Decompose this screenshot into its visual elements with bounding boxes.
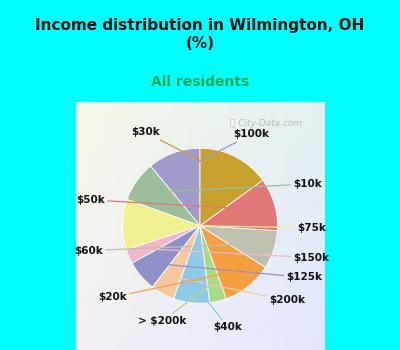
Text: $150k: $150k bbox=[147, 249, 329, 262]
Wedge shape bbox=[150, 148, 200, 226]
Text: $60k: $60k bbox=[74, 244, 255, 256]
Text: $20k: $20k bbox=[98, 271, 236, 302]
Text: ⓘ City-Data.com: ⓘ City-Data.com bbox=[230, 119, 302, 128]
Text: $50k: $50k bbox=[76, 195, 256, 210]
Wedge shape bbox=[200, 226, 277, 267]
Text: $100k: $100k bbox=[180, 129, 270, 171]
Wedge shape bbox=[200, 226, 266, 299]
Wedge shape bbox=[132, 226, 200, 287]
Wedge shape bbox=[200, 180, 278, 231]
Text: $75k: $75k bbox=[142, 223, 326, 233]
Text: $10k: $10k bbox=[152, 179, 322, 192]
Wedge shape bbox=[126, 226, 200, 263]
Wedge shape bbox=[152, 226, 200, 299]
Wedge shape bbox=[174, 226, 210, 303]
Text: Income distribution in Wilmington, OH
(%): Income distribution in Wilmington, OH (%… bbox=[35, 18, 365, 51]
Wedge shape bbox=[127, 166, 200, 226]
Text: $30k: $30k bbox=[131, 127, 226, 174]
Text: $200k: $200k bbox=[172, 277, 306, 305]
Text: > $200k: > $200k bbox=[138, 282, 214, 326]
Wedge shape bbox=[200, 148, 263, 226]
Text: All residents: All residents bbox=[151, 75, 249, 89]
Text: $125k: $125k bbox=[156, 264, 322, 282]
Text: $40k: $40k bbox=[194, 284, 242, 332]
Wedge shape bbox=[200, 226, 226, 303]
Wedge shape bbox=[122, 199, 200, 250]
